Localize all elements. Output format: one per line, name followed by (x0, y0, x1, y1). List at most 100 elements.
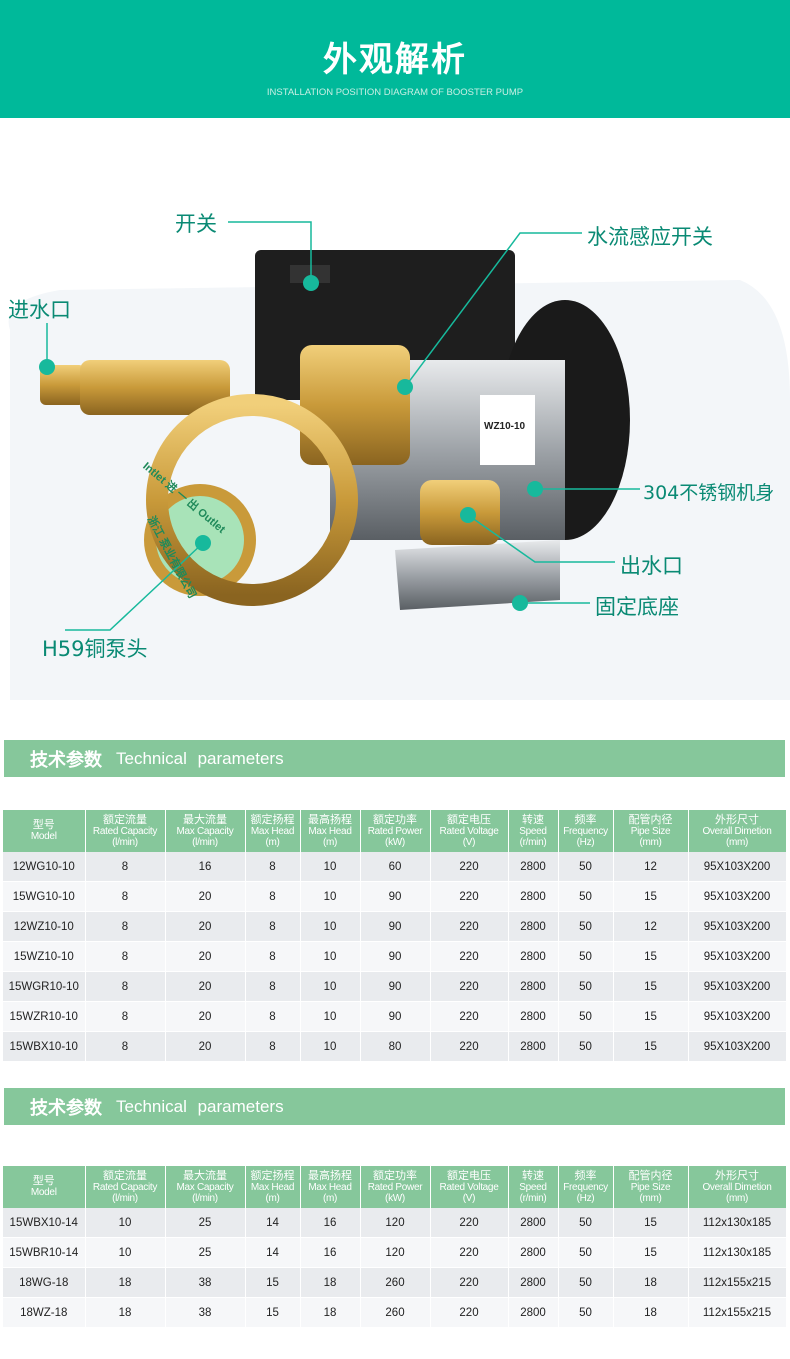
table-cell: 50 (558, 1267, 614, 1298)
column-header-en: Rated Power (367, 825, 423, 837)
table-cell: 220 (430, 881, 509, 912)
table-cell: 50 (558, 1297, 614, 1328)
table-cell: 12WG10-10 (3, 852, 86, 882)
table-cell: 20 (165, 941, 246, 972)
column-header-cn: 配管内径 (628, 813, 673, 826)
table-row: 12WG10-10 8 16 8 10 60 220 2800 50 12 95X103X200 (3, 852, 787, 882)
column-header-unit: (r/min) (519, 836, 547, 848)
table-cell: 90 (360, 911, 431, 942)
table-cell: 2800 (508, 1267, 559, 1298)
table-cell: 15WZ10-10 (3, 941, 86, 972)
table-cell: 50 (558, 941, 614, 972)
table-cell: 95X103X200 (688, 852, 787, 882)
table-cell: 15 (613, 1031, 689, 1062)
column-header-cn: 外形尺寸 (715, 813, 759, 826)
column-header-cn: 外形尺寸 (715, 1169, 759, 1182)
section-bar-2: 技术参数 Technical parameters (4, 1088, 785, 1125)
table-cell: 25 (165, 1237, 246, 1268)
table-cell: 10 (85, 1237, 166, 1268)
table-cell: 15WBX10-10 (3, 1031, 86, 1062)
column-header-unit: (r/min) (519, 1192, 547, 1204)
column-header: 额定电压 Rated Voltage (V) (430, 810, 509, 852)
table-cell: 20 (165, 911, 246, 942)
column-header-cn: 型号 (32, 1175, 55, 1187)
spec-table-2: 型号 Model 额定流量 Rated Capacity (l/min) 最大流量 Max … (3, 1166, 787, 1328)
column-header-cn: 转速 (522, 813, 544, 826)
table-cell: 8 (245, 941, 301, 972)
table-cell: 50 (558, 881, 614, 912)
table-cell: 8 (85, 911, 166, 942)
table-cell: 12 (613, 852, 689, 882)
table-cell: 18WG-18 (3, 1267, 86, 1298)
table-row: 15WGR10-10 8 20 8 10 90 220 2800 50 15 95X103X200 (3, 971, 787, 1002)
column-header: 额定流量 Rated Capacity (l/min) (85, 1166, 166, 1208)
table-cell: 18 (613, 1297, 689, 1328)
table-cell: 220 (430, 1031, 509, 1062)
table-cell: 18 (85, 1267, 166, 1298)
table-cell: 90 (360, 971, 431, 1002)
table-cell: 95X103X200 (688, 941, 787, 972)
table-row: 15WZR10-10 8 20 8 10 90 220 2800 50 15 95X103X200 (3, 1001, 787, 1032)
callout-body: 304不锈钢机身 (643, 482, 775, 504)
column-header-cn: 额定扬程 (250, 813, 295, 826)
table-cell: 8 (245, 881, 301, 912)
pump-photo: WZ10-10 Intlet 进 一 出 Outlet 浙江 泵业有限公司 开关… (0, 118, 790, 738)
column-header-en: Rated Capacity (92, 825, 158, 837)
table-cell: 10 (300, 852, 361, 882)
column-header-cn: 最大流量 (183, 1169, 227, 1182)
column-header-unit: (V) (462, 1192, 476, 1204)
callout-inlet: 进水口 (8, 298, 71, 322)
table-cell: 220 (430, 1001, 509, 1032)
column-header-en: Pipe Size (630, 1181, 671, 1193)
column-header-unit: (mm) (639, 1192, 662, 1204)
column-header-unit: (mm) (639, 836, 662, 848)
table-cell: 16 (300, 1208, 361, 1238)
column-header: 转速 Speed (r/min) (508, 810, 559, 852)
section-title-cn: 技术参数 (30, 1097, 102, 1119)
table-cell: 15WGR10-10 (3, 971, 86, 1002)
column-header-cn: 频率 (574, 813, 597, 826)
table-cell: 2800 (508, 1237, 559, 1268)
table-cell: 8 (85, 971, 166, 1002)
table-cell: 260 (360, 1267, 431, 1298)
column-header-cn: 最大流量 (183, 813, 227, 826)
table-cell: 90 (360, 881, 431, 912)
table-cell: 120 (360, 1208, 431, 1238)
pump-model-label: WZ10-10 (484, 421, 526, 432)
section-bar-1: 技术参数 Technical parameters (4, 740, 785, 777)
column-header-unit: (Hz) (576, 1192, 595, 1204)
column-header-en: Rated Voltage (439, 825, 499, 837)
table-cell: 12WZ10-10 (3, 911, 86, 942)
column-header-cn: 额定电压 (447, 813, 491, 826)
table-cell: 50 (558, 852, 614, 882)
column-header-unit: (l/min) (192, 836, 218, 848)
column-header-unit: (m) (265, 836, 280, 848)
column-header-unit: (Hz) (576, 836, 595, 848)
table-cell: 112x155x215 (688, 1267, 787, 1298)
column-header: 配管内径 Pipe Size (mm) (613, 810, 689, 852)
column-header: 额定电压 Rated Voltage (V) (430, 1166, 509, 1208)
table-cell: 2800 (508, 881, 559, 912)
column-header-en: Max Head (250, 825, 295, 837)
table-cell: 80 (360, 1031, 431, 1062)
column-header-en: Frequency (563, 1181, 608, 1193)
table-cell: 8 (245, 1031, 301, 1062)
table-cell: 112x130x185 (688, 1237, 787, 1268)
table-cell: 10 (300, 911, 361, 942)
column-header-unit: (kW) (385, 1192, 405, 1204)
table-cell: 20 (165, 971, 246, 1002)
table-cell: 8 (85, 1031, 166, 1062)
table-cell: 8 (85, 941, 166, 972)
column-header-unit: (m) (322, 1192, 338, 1204)
column-header: 最高扬程 Max Head (m) (300, 1166, 361, 1208)
table-cell: 220 (430, 1267, 509, 1298)
table-cell: 95X103X200 (688, 1001, 787, 1032)
column-header-en: Max Head (250, 1181, 295, 1193)
table-cell: 50 (558, 1031, 614, 1062)
table-cell: 2800 (508, 971, 559, 1002)
column-header-cn: 频率 (574, 1169, 597, 1182)
column-header-en: Model (30, 831, 57, 842)
table-cell: 15 (613, 1208, 689, 1238)
table-cell: 15 (613, 1001, 689, 1032)
section-title-en: Technical parameters (116, 1096, 284, 1116)
